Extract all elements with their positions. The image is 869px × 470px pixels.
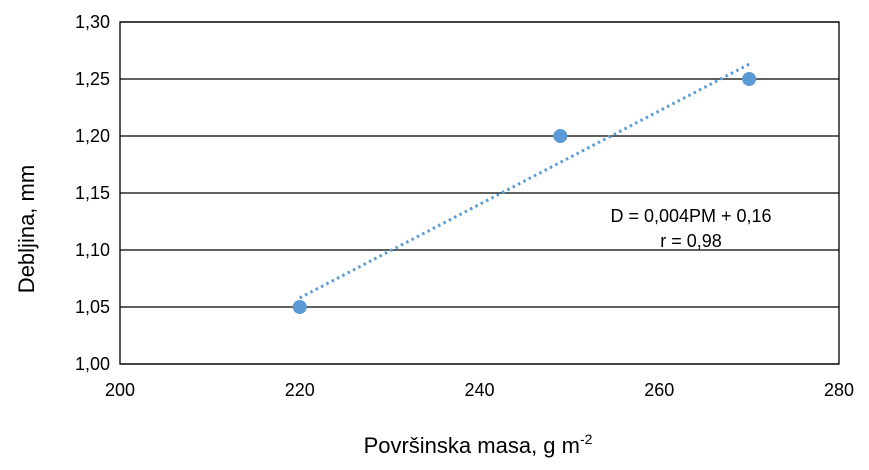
y-tick-label: 1,20 bbox=[75, 126, 110, 146]
axis-layer: 1,00 1,05 1,10 1,15 1,20 1,25 1,30 200 220 240 260… bbox=[75, 12, 854, 400]
y-tick-label: 1,00 bbox=[75, 354, 110, 374]
x-tick-label: 280 bbox=[824, 380, 854, 400]
y-tick-label: 1,30 bbox=[75, 12, 110, 32]
y-tick-label: 1,10 bbox=[75, 240, 110, 260]
x-tick-label: 220 bbox=[285, 380, 315, 400]
data-point bbox=[553, 129, 568, 143]
x-axis-title-text: Površinska masa, g m bbox=[364, 433, 580, 458]
x-axis-title-superscript: -2 bbox=[580, 431, 593, 447]
trendline-equation: D = 0,004PM + 0,16 bbox=[610, 206, 771, 226]
plot-area-border bbox=[119, 21, 840, 365]
grid-layer bbox=[119, 21, 840, 365]
correlation-coefficient: r = 0,98 bbox=[660, 231, 722, 251]
trendline-layer bbox=[299, 62, 750, 300]
x-axis-title: Površinska masa, g m-2 bbox=[364, 431, 593, 458]
data-point bbox=[292, 300, 307, 314]
y-axis-title: Debljina, mm bbox=[14, 165, 39, 293]
y-tick-label: 1,05 bbox=[75, 297, 110, 317]
x-tick-label: 240 bbox=[464, 380, 494, 400]
y-tick-label: 1,25 bbox=[75, 69, 110, 89]
data-point bbox=[742, 72, 757, 86]
y-tick-label: 1,15 bbox=[75, 183, 110, 203]
trendline bbox=[299, 62, 750, 300]
x-tick-label: 260 bbox=[644, 380, 674, 400]
x-tick-label: 200 bbox=[105, 380, 135, 400]
point-layer bbox=[292, 72, 757, 314]
